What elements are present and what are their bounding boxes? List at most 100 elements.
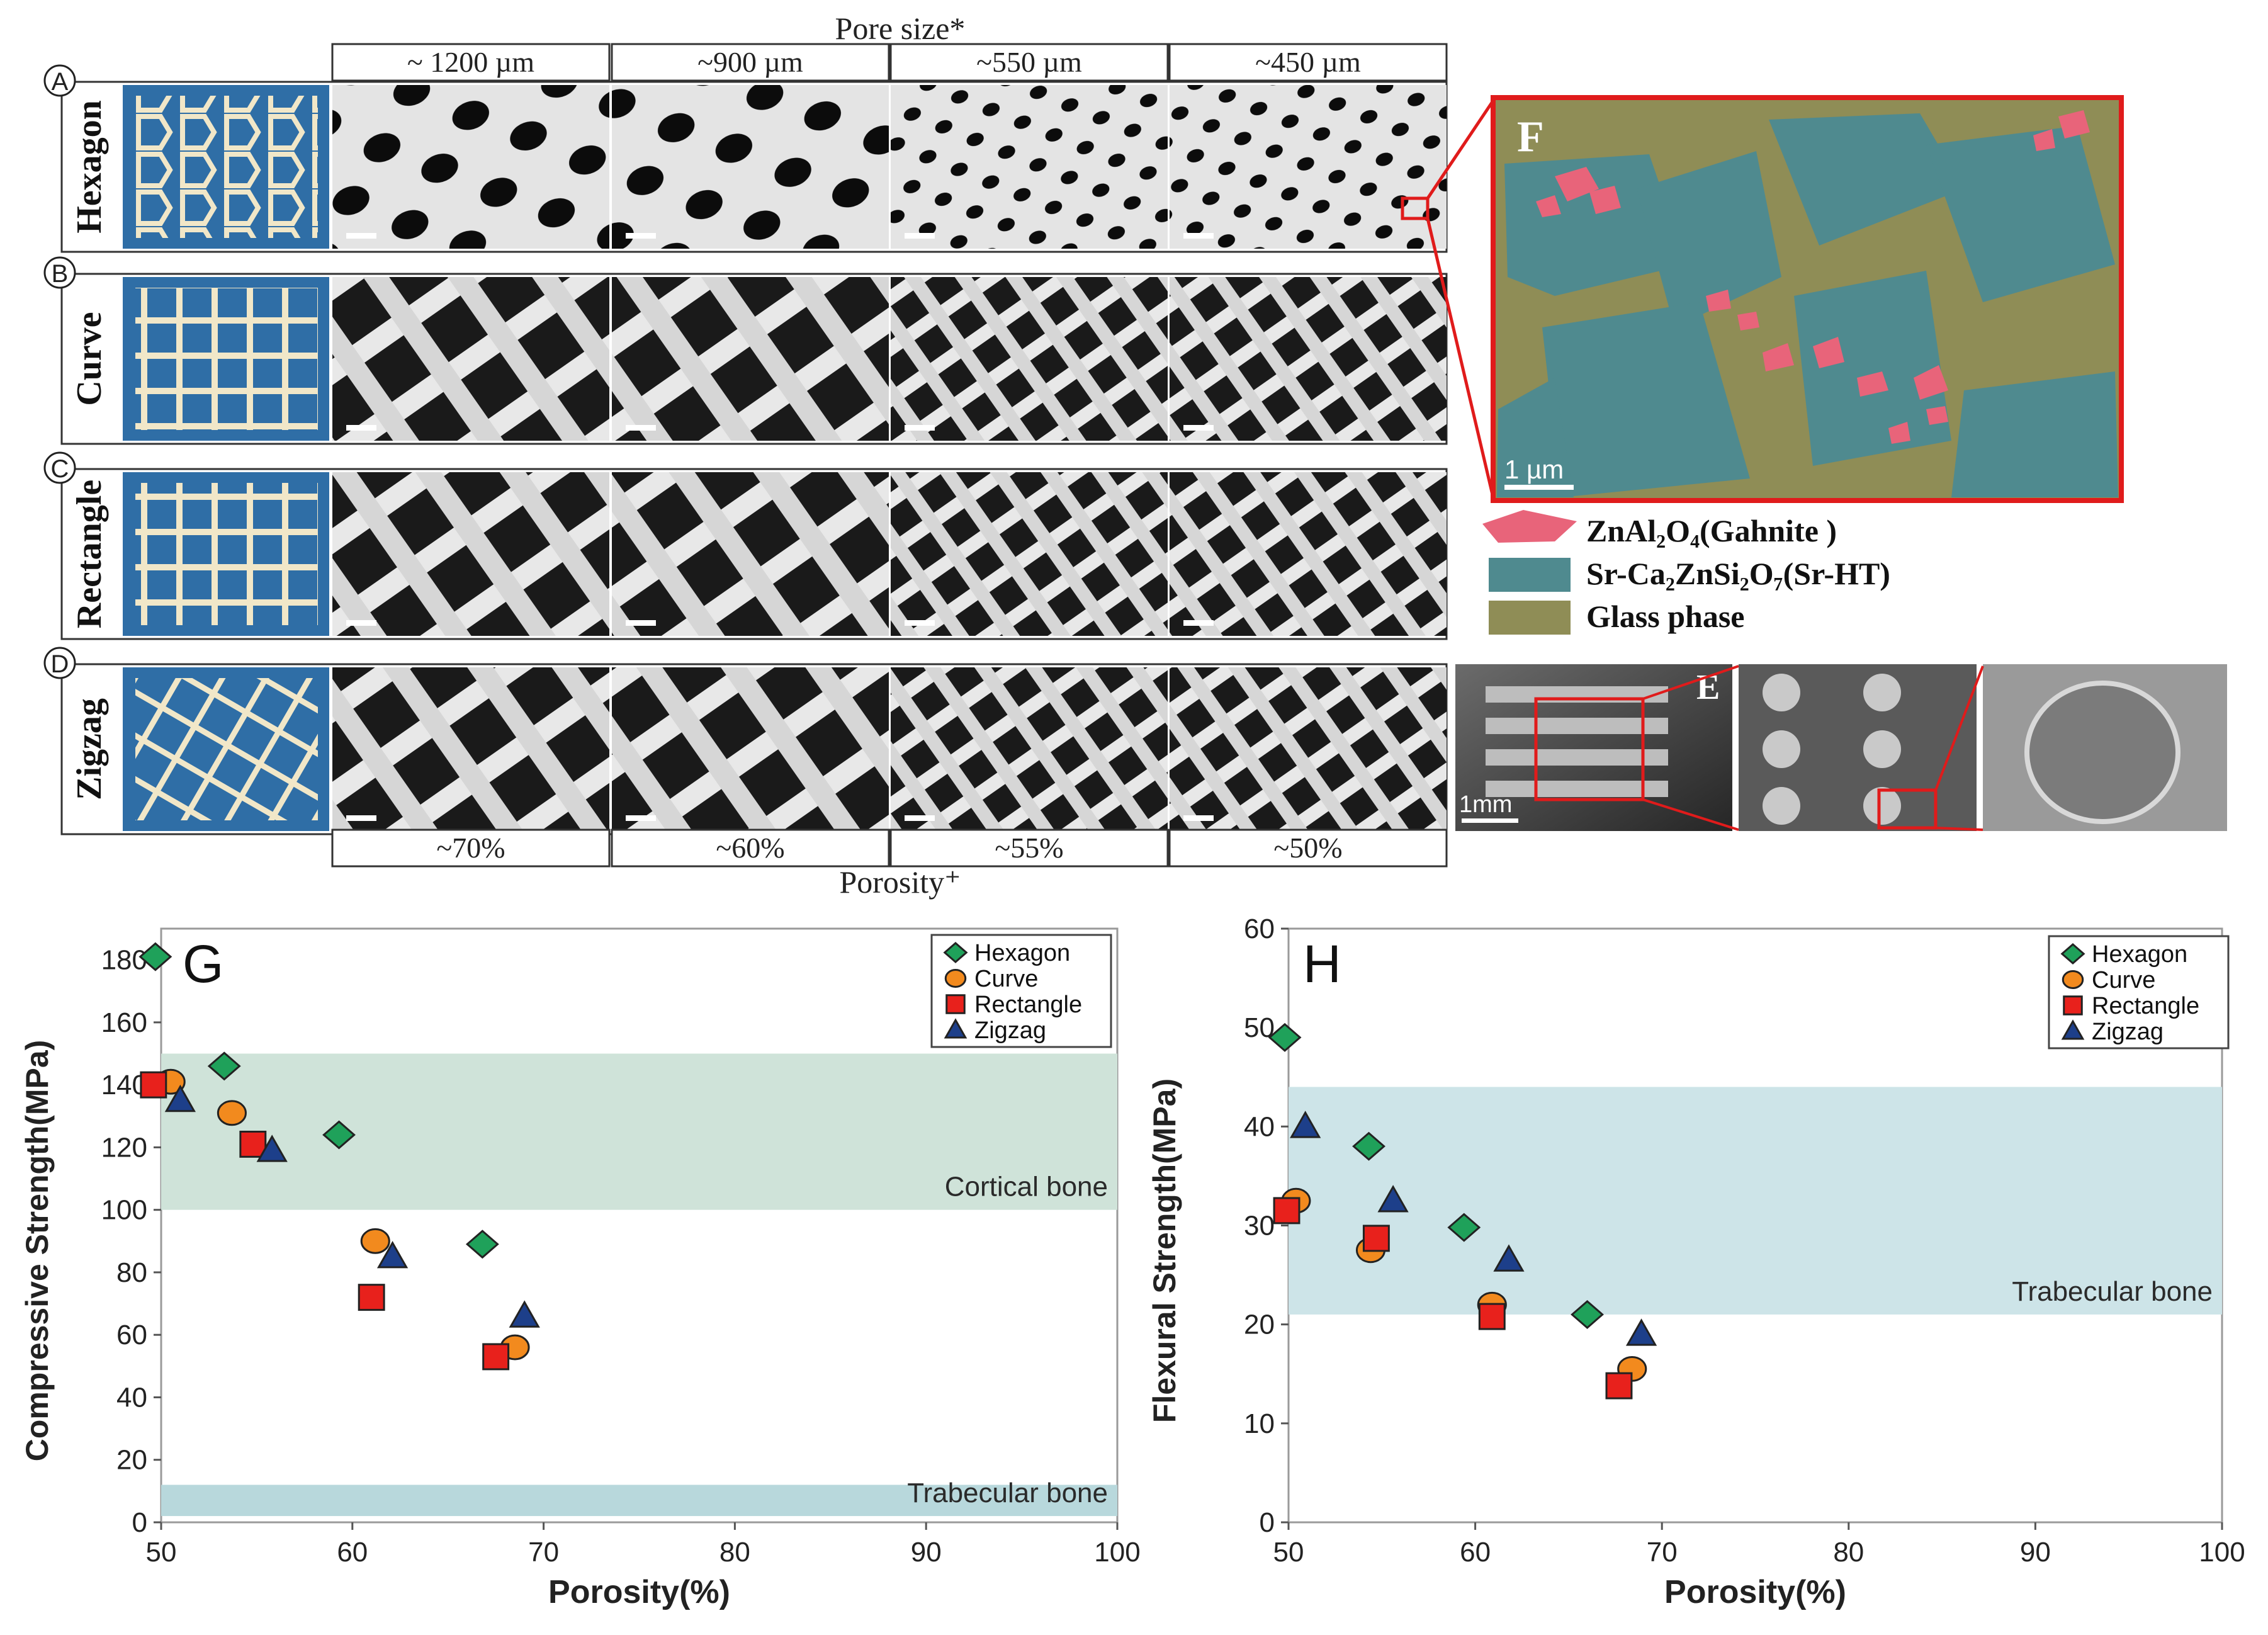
bone-band [161,1485,1117,1517]
x-tick-label: 60 [1460,1537,1491,1568]
strut-fracture-surface [2024,681,2181,824]
legend-label-srht: Sr-Ca₂ZnSi₂O₇(Sr-HT) [1586,556,1890,591]
data-point-rectangle [1478,1303,1506,1330]
y-tick-label: 40 [1244,1111,1275,1142]
x-tick-label: 50 [1273,1537,1304,1568]
legend-marker-rectangle [2063,995,2083,1016]
y-tick-label: 60 [116,1320,147,1350]
data-point-rectangle [1605,1372,1633,1400]
legend-marker-hexagon [943,942,968,963]
panel-e-scale-bar-line [1462,818,1518,823]
y-tick-label: 180 [101,945,147,976]
data-point-rectangle [482,1343,510,1371]
legend-swatch-gahnite [1482,510,1577,543]
sem-scale-bar [905,815,935,821]
x-tick-label: 100 [2199,1537,2245,1568]
pore-size-header-box [889,43,1169,82]
legend-swatch-glass [1489,601,1571,635]
data-point-zigzag [376,1241,409,1269]
zoom-region-marker [1401,196,1430,220]
series-hexagon [1268,1022,1604,1329]
sem-image [1170,277,1447,441]
sem-image [332,277,609,441]
bone-band [161,1053,1117,1210]
legend-label: Rectangle [974,992,1082,1018]
row-label: Rectangle [70,480,109,628]
chart-panel-letter: G [183,934,223,993]
porosity-footer: ~60% [716,832,784,864]
row-letter-circle [43,64,76,97]
porosity-footer-box [889,829,1169,868]
strut-cross-sections [1763,674,1901,825]
series-zigzag [1290,1111,1657,1346]
y-tick-label: 100 [101,1195,147,1226]
sem-scale-bar [626,425,656,431]
pore-size-header: ~900 µm [697,46,803,78]
porosity-footer-box [1168,829,1448,868]
y-axis-title: Flexural Strength(MPa) [1147,1078,1182,1423]
x-tick-label: 80 [719,1537,750,1568]
sem-image [891,667,1168,831]
data-point-rectangle [239,1131,267,1158]
sem-scale-bar [626,233,656,239]
pore-size-header-box [331,43,611,82]
data-point-rectangle [140,1071,167,1099]
sem-image [612,277,889,441]
row-letter-circle [43,451,76,484]
zoom-connector-line [1426,218,1495,498]
x-axis-title: Porosity(%) [548,1574,730,1610]
row-letter-circle [43,256,76,289]
pore-size-header: ~450 µm [1255,46,1361,78]
porosity-title: Porosity⁺ [839,864,961,900]
panel-e-connector [1642,798,1739,831]
sem-image [891,472,1168,636]
panel-f: F 1 µm ZnAl₂O₄(Gahnite ) Sr-Ca₂ZnSi₂O₇(Sr… [1482,95,2124,635]
y-tick-label: 30 [1244,1211,1275,1242]
data-point-hexagon [322,1120,356,1150]
panel-f-scale-bar-label: 1 µm [1504,455,1564,484]
bone-band-label: Cortical bone [945,1172,1108,1202]
y-tick-label: 120 [101,1132,147,1163]
x-tick-label: 70 [1647,1537,1678,1568]
srht-crystal [1769,113,1964,246]
porosity-footers: ~70% ~60% ~55% ~50% [331,829,1448,868]
scaffold-photo-pattern [135,678,318,820]
data-point-hexagon [465,1230,499,1259]
scaffold-image-grid: Pore size* ~ 1200 µm ~900 µm ~550 µm ~450 µ… [43,11,1448,900]
sem-image [332,85,609,249]
y-axis-title: Compressive Strength(MPa) [20,1040,55,1462]
sem-scale-bar [905,425,935,431]
x-tick-label: 50 [146,1537,177,1568]
panel-e-connector [1935,827,1983,831]
sem-image [891,85,1168,249]
panel-e-connector [1642,665,1739,700]
pore-size-title: Pore size* [835,11,966,46]
data-point-hexagon [1571,1299,1604,1329]
sem-scale-bar [905,620,935,626]
sem-scale-bar [905,233,935,239]
panel-f-scale-bar-line [1504,485,1574,490]
data-point-curve [360,1228,390,1254]
srht-crystal [1951,371,2118,497]
porosity-footer-box [611,829,890,868]
legend-label: Curve [974,966,1038,992]
srht-crystal [1794,271,1951,466]
sem-scale-bar [346,620,376,626]
legend-marker-curve [944,969,967,988]
scaffold-photo-pattern [135,96,318,238]
sem-image [1170,472,1447,636]
panel-e-zoom-marker-2 [1877,788,1938,830]
sem-scale-bar [1183,815,1214,821]
legend-marker-zigzag [944,1018,968,1039]
y-tick-label: 0 [1260,1507,1275,1538]
x-axis-title: Porosity(%) [1664,1574,1846,1610]
x-tick-label: 70 [528,1537,559,1568]
sem-image [612,667,889,831]
series-rectangle [1273,1197,1633,1400]
y-tick-label: 140 [101,1070,147,1100]
gahnite-grains [1536,110,2090,444]
